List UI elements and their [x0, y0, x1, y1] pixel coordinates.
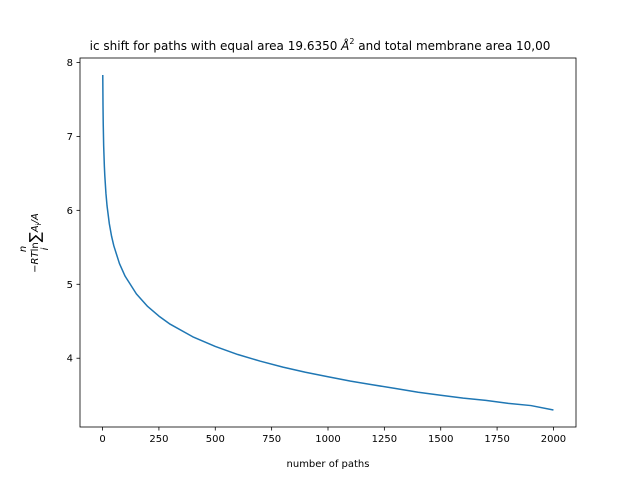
y-tick-label: 5	[67, 280, 73, 291]
title-unit: Å	[340, 38, 349, 53]
x-axis-ticks: 0 250 500 750 1000 1250 1500 1750 2000	[99, 427, 566, 445]
plot-frame	[79, 57, 577, 428]
y-label-over-a: /A	[30, 213, 41, 224]
y-tick-label: 4	[67, 354, 73, 365]
y-label-ln: ln	[30, 242, 41, 251]
x-axis-label: number of paths	[287, 459, 370, 470]
x-tick-label: 1750	[484, 434, 509, 445]
chart-title: ic shift for paths with equal area 19.63…	[90, 37, 551, 53]
x-tick-label: 1000	[315, 434, 340, 445]
x-tick-label: 1250	[372, 434, 397, 445]
x-tick-label: 250	[149, 434, 168, 445]
x-tick-label: 750	[262, 434, 281, 445]
x-tick-label: 2000	[541, 434, 566, 445]
series-line-0	[102, 75, 554, 411]
y-label-sum-upper: n	[18, 246, 29, 252]
svg-text:−RTln∑Ai/A: −RTln∑Ai/A	[26, 213, 44, 273]
y-tick-label: 8	[67, 58, 73, 69]
y-axis-label: −RTln∑Ai/A i n	[18, 213, 51, 273]
y-label-sum-lower: i	[40, 247, 51, 250]
y-label-ai: A	[30, 225, 41, 233]
plot-area	[102, 75, 554, 411]
y-axis-ticks: 4 5 6 7 8	[67, 58, 80, 365]
title-prefix: ic shift for paths with equal area 19.63…	[90, 39, 342, 53]
x-tick-label: 0	[99, 434, 105, 445]
y-label-sum-sign: ∑	[26, 232, 44, 242]
y-label-minus-rt-ln: −RT	[30, 251, 41, 273]
title-unit-exponent: 2	[349, 37, 354, 46]
y-label-i-sub: i	[35, 223, 43, 225]
y-tick-label: 6	[67, 206, 73, 217]
x-tick-label: 1500	[428, 434, 453, 445]
y-tick-label: 7	[67, 132, 73, 143]
x-tick-label: 500	[206, 434, 225, 445]
title-suffix: and total membrane area 10,00	[354, 39, 550, 53]
